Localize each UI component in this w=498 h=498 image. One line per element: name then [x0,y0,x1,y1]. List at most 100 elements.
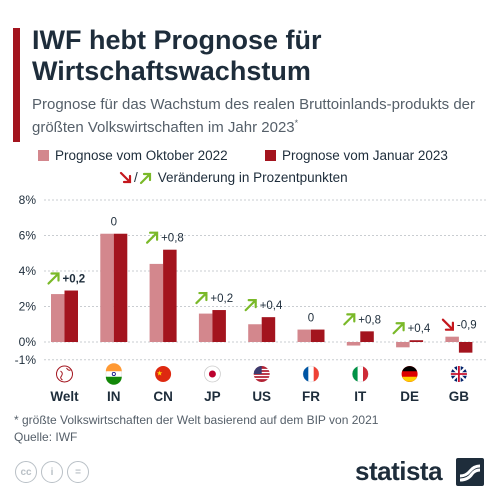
change-arrow-up-icon [343,313,356,326]
change-arrow-up-icon [392,322,405,335]
bar-oct [248,324,262,342]
y-tick-label: 4% [19,264,37,278]
flag-stripe [313,366,319,382]
legend-item-jan: Prognose vom Januar 2023 [265,148,448,163]
bar-oct [445,336,459,342]
cc-icon[interactable]: cc [15,461,37,483]
flag-cross [450,366,467,382]
bar-jan [458,342,473,353]
subtitle-text: Prognose für das Wachstum des realen Bru… [32,96,476,136]
flag-stripe [105,376,122,385]
bar-jan [212,310,226,342]
change-label: +0,2 [63,274,86,286]
bar-oct [198,313,213,342]
bar-jan [409,340,424,342]
change-label: +0,8 [358,314,381,326]
bar-jan [360,331,374,342]
y-tick-label: 6% [19,229,37,243]
x-category-label: GB [449,389,470,404]
india-flag-icon [105,363,123,385]
legend-swatch-jan [265,150,276,161]
germany-flag-icon [401,366,418,382]
change-label: -0,9 [457,320,477,332]
flag-sun [208,370,216,378]
statista-logo[interactable]: statista [355,456,443,486]
change-label: +0,8 [161,233,184,245]
change-arrow-up-icon [47,272,60,285]
bar-jan [64,290,78,342]
legend-change-label: Veränderung in Prozentpunkten [157,170,348,185]
legend-label-jan: Prognose vom Januar 2023 [282,148,448,163]
bar-jan [113,233,128,342]
flag-stripe [402,366,418,372]
legend-change-separator: / [134,170,138,185]
bar-oct [149,263,164,342]
globe-icon [56,365,73,383]
flag-base [155,366,172,382]
change-arrow-down-icon [441,318,454,331]
legend-label-oct: Prognose vom Oktober 2022 [55,148,228,163]
globe-land [60,367,71,381]
uk-flag-icon [450,366,467,382]
legend-item-change: / Veränderung in Prozentpunkten [119,170,348,185]
equals-icon[interactable]: = [67,461,89,483]
y-tick-label: 0% [19,335,37,349]
flag-stripe [352,366,358,382]
x-category-label: DE [400,389,419,404]
growth-bar-chart: 8% 6% 4% 2% 0% -1% +0,2 Welt 0 IN +0,8 ★ CN +0,2 JP +0,… [15,193,488,404]
y-tick-label: -1% [15,353,37,367]
change-arrow-up-icon [244,299,257,312]
change-label: +0,4 [408,323,431,335]
flag-stripe [303,366,309,382]
bar-jan [311,329,325,342]
bar-jan [261,317,276,342]
change-label: 0 [111,217,117,229]
flag-star: ★ [156,370,162,378]
bar-jan [163,249,177,342]
person-icon[interactable]: i [41,461,63,483]
source: Quelle: IWF [14,430,78,444]
page-title: IWF hebt Prognose für Wirtschaftswachstu… [32,25,322,86]
legend-swatch-oct [38,150,49,161]
title-accent-bar [13,28,20,142]
arrow-up-icon [139,172,151,184]
italy-flag-icon [352,365,369,383]
change-label: 0 [308,313,314,325]
change-label: +0,2 [210,293,233,305]
china-flag-icon: ★ [155,366,172,382]
legend-item-oct: Prognose vom Oktober 2022 [38,148,228,163]
x-category-label: US [252,389,271,404]
x-category-label: IN [107,389,121,404]
globe-outline [56,365,73,383]
bar-oct [346,342,361,346]
bar-oct [51,294,65,342]
x-category-label: JP [204,389,221,404]
bar-oct [100,233,114,342]
x-category-label: CN [153,389,173,404]
flag-canton [253,366,262,374]
change-arrow-up-icon [146,231,159,244]
change-arrow-up-icon [195,291,208,305]
bar-oct [297,329,311,342]
arrow-down-icon [119,171,132,183]
flag-stripe [402,376,418,382]
page-subtitle: Prognose für das Wachstum des realen Bru… [32,95,482,137]
usa-flag-icon [253,366,270,382]
x-category-label: IT [354,389,367,404]
change-label: +0,4 [260,300,283,312]
japan-flag-icon [203,365,221,383]
bar-oct [396,342,410,348]
footnote: * größte Volkswirtschaften der Welt basi… [14,413,379,427]
x-category-label: FR [302,389,320,404]
flag-wheel [111,371,116,376]
flag-stripe [363,366,369,382]
subtitle-footnote-mark: * [294,118,299,128]
statista-logo-icon[interactable] [456,458,484,486]
flag-stripe [105,363,122,372]
footnote-block: * größte Volkswirtschaften der Welt basi… [14,412,378,446]
france-flag-icon [302,365,320,383]
license-icons: cc i = [15,461,89,483]
y-tick-label: 8% [19,193,37,207]
x-category-label: Welt [50,389,79,404]
y-tick-label: 2% [19,300,37,314]
